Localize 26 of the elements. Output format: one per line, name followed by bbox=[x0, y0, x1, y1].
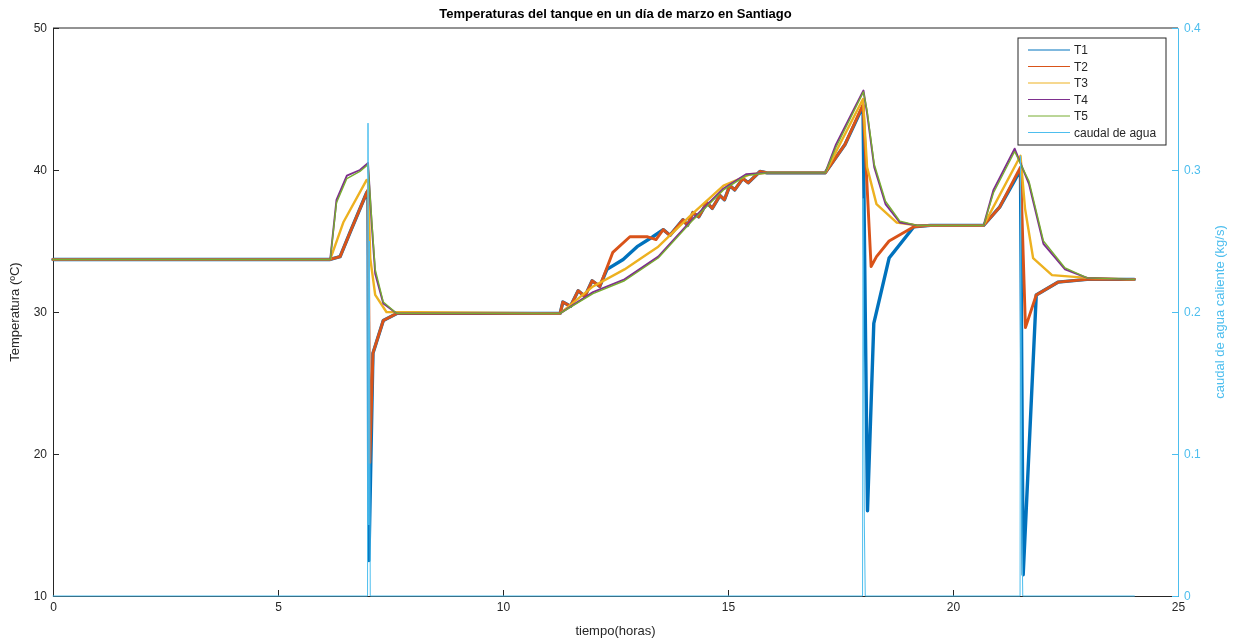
y-tick-label: 20 bbox=[33, 447, 48, 462]
y-tick-label: 30 bbox=[33, 305, 48, 320]
x-tick-label: 15 bbox=[721, 599, 736, 614]
y2-tick-label: 0.4 bbox=[1184, 21, 1202, 36]
legend-label: T2 bbox=[1074, 59, 1089, 74]
y-axis-title: Temperatura (ºC) bbox=[7, 262, 22, 362]
chart-title: Temperaturas del tanque en un día de marzo en Santiago bbox=[439, 6, 792, 21]
x-tick-label: 5 bbox=[275, 599, 283, 614]
y2-tick-label: 0.1 bbox=[1184, 447, 1202, 462]
y-tick-label: 50 bbox=[33, 21, 48, 36]
x-tick-label: 20 bbox=[946, 599, 961, 614]
legend-label: caudal de agua bbox=[1074, 125, 1157, 140]
y2-tick-label: 0 bbox=[1184, 589, 1191, 604]
y2-tick-label: 0.2 bbox=[1184, 305, 1202, 320]
legend-label: T4 bbox=[1074, 92, 1089, 107]
x-tick-label: 0 bbox=[50, 599, 58, 614]
x-tick-label: 25 bbox=[1171, 599, 1186, 614]
y2-tick-label: 0.3 bbox=[1184, 163, 1202, 178]
x-axis-title: tiempo(horas) bbox=[575, 623, 656, 638]
legend-label: T1 bbox=[1074, 43, 1089, 57]
y-tick-label: 10 bbox=[33, 589, 48, 604]
legend-label: T3 bbox=[1074, 76, 1089, 90]
x-tick-label: 10 bbox=[496, 599, 511, 614]
legend-label: T5 bbox=[1074, 109, 1089, 123]
y-tick-label: 40 bbox=[33, 163, 48, 178]
y2-axis-title: caudal de agua caliente (kg/s) bbox=[1212, 225, 1227, 399]
